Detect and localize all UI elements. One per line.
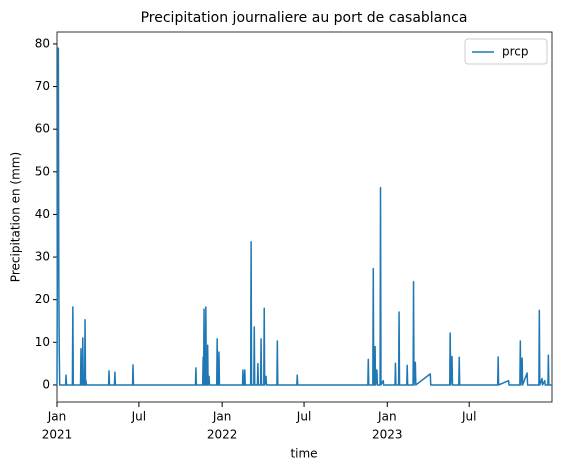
y-tick-label: 70 xyxy=(35,79,50,93)
y-tick-label: 0 xyxy=(42,377,50,391)
y-tick-label: 60 xyxy=(35,122,50,136)
y-tick-label: 20 xyxy=(35,292,50,306)
y-tick-label: 30 xyxy=(35,250,50,264)
x-tick-sublabel: 2021 xyxy=(42,428,73,442)
x-tick-label: Jan xyxy=(212,410,232,424)
x-tick-sublabel: 2023 xyxy=(372,428,403,442)
plot-frame xyxy=(56,31,553,403)
chart-title: Precipitation journaliere au port de cas… xyxy=(141,10,468,26)
x-tick-label: Jan xyxy=(47,410,67,424)
x-tick-label: Jan xyxy=(377,410,397,424)
legend-label: prcp xyxy=(502,45,529,59)
x-tick-label: Jul xyxy=(296,410,311,424)
x-axis-label: time xyxy=(290,447,317,461)
y-tick-label: 10 xyxy=(35,335,50,349)
legend-box xyxy=(464,38,548,65)
data-line xyxy=(56,47,552,386)
y-tick-label: 50 xyxy=(35,164,50,178)
y-axis-label: Precipitation en (mm) xyxy=(9,152,23,282)
y-tick-label: 80 xyxy=(35,36,50,50)
x-tick-sublabel: 2022 xyxy=(207,428,238,442)
x-tick-label: Jul xyxy=(461,410,476,424)
y-tick-label: 40 xyxy=(35,207,50,221)
x-tick-label: Jul xyxy=(131,410,146,424)
